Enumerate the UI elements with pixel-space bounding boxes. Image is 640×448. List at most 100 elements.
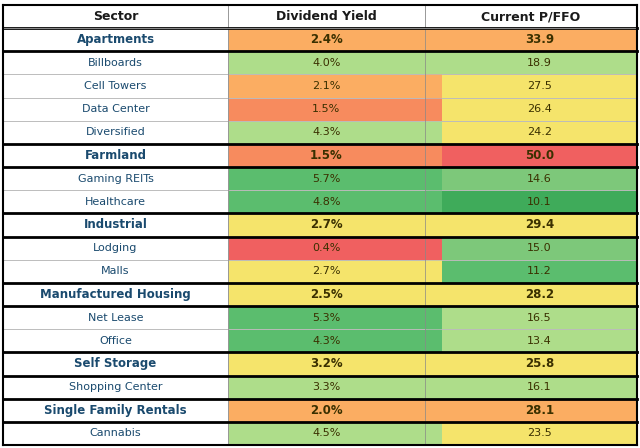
Bar: [424, 329, 442, 353]
Bar: [424, 98, 442, 121]
Bar: [424, 213, 442, 237]
Text: 33.9: 33.9: [525, 33, 554, 46]
Text: 5.7%: 5.7%: [312, 174, 340, 184]
Text: 2.1%: 2.1%: [312, 81, 340, 91]
Bar: [228, 353, 424, 375]
Text: 10.1: 10.1: [527, 197, 552, 207]
Bar: [424, 74, 637, 98]
Bar: [424, 28, 442, 52]
Bar: [424, 28, 637, 52]
Bar: [424, 375, 637, 399]
Bar: [424, 353, 442, 375]
Text: 3.2%: 3.2%: [310, 358, 342, 370]
Text: 2.7%: 2.7%: [312, 266, 340, 276]
Bar: [228, 283, 424, 306]
Bar: [424, 306, 637, 329]
Bar: [3, 329, 228, 353]
Bar: [424, 74, 442, 98]
Text: Sector: Sector: [93, 10, 138, 23]
Bar: [3, 190, 228, 213]
Bar: [424, 306, 442, 329]
Text: 28.2: 28.2: [525, 288, 554, 301]
Bar: [424, 190, 637, 213]
Bar: [3, 283, 228, 306]
Bar: [3, 5, 228, 28]
Bar: [228, 237, 424, 260]
Text: 15.0: 15.0: [527, 243, 552, 253]
Text: 13.4: 13.4: [527, 336, 552, 346]
Text: Shopping Center: Shopping Center: [68, 382, 163, 392]
Bar: [228, 144, 424, 167]
Text: Office: Office: [99, 336, 132, 346]
Bar: [424, 399, 442, 422]
Text: Farmland: Farmland: [84, 149, 147, 162]
Text: Single Family Rentals: Single Family Rentals: [44, 404, 187, 417]
Bar: [424, 213, 637, 237]
Bar: [424, 121, 442, 144]
Bar: [228, 190, 424, 213]
Bar: [424, 167, 442, 190]
Text: 4.3%: 4.3%: [312, 127, 340, 138]
Text: Dividend Yield: Dividend Yield: [276, 10, 377, 23]
Bar: [424, 98, 637, 121]
Text: 27.5: 27.5: [527, 81, 552, 91]
Text: 2.7%: 2.7%: [310, 219, 342, 232]
Text: 18.9: 18.9: [527, 58, 552, 68]
Bar: [424, 190, 442, 213]
Text: 1.5%: 1.5%: [312, 104, 340, 114]
Text: 3.3%: 3.3%: [312, 382, 340, 392]
Bar: [3, 353, 228, 375]
Bar: [424, 375, 442, 399]
Bar: [424, 167, 637, 190]
Text: Self Storage: Self Storage: [74, 358, 157, 370]
Text: Cell Towers: Cell Towers: [84, 81, 147, 91]
Bar: [424, 237, 442, 260]
Bar: [424, 121, 637, 144]
Text: 4.3%: 4.3%: [312, 336, 340, 346]
Bar: [228, 306, 424, 329]
Text: 25.8: 25.8: [525, 358, 554, 370]
Bar: [424, 283, 637, 306]
Text: 4.8%: 4.8%: [312, 197, 340, 207]
Bar: [228, 74, 424, 98]
Bar: [424, 52, 637, 74]
Text: Cannabis: Cannabis: [90, 428, 141, 439]
Text: Billboards: Billboards: [88, 58, 143, 68]
Text: Apartments: Apartments: [76, 33, 155, 46]
Text: 4.5%: 4.5%: [312, 428, 340, 439]
Text: Diversified: Diversified: [86, 127, 145, 138]
Bar: [3, 213, 228, 237]
Bar: [3, 144, 228, 167]
Text: 0.4%: 0.4%: [312, 243, 340, 253]
Text: 11.2: 11.2: [527, 266, 552, 276]
Text: 5.3%: 5.3%: [312, 313, 340, 323]
Bar: [3, 167, 228, 190]
Bar: [424, 52, 442, 74]
Bar: [228, 260, 424, 283]
Text: 2.5%: 2.5%: [310, 288, 342, 301]
Bar: [228, 329, 424, 353]
Bar: [424, 144, 442, 167]
Text: Net Lease: Net Lease: [88, 313, 143, 323]
Bar: [424, 237, 637, 260]
Text: 16.5: 16.5: [527, 313, 552, 323]
Bar: [424, 329, 637, 353]
Text: 23.5: 23.5: [527, 428, 552, 439]
Bar: [3, 399, 228, 422]
Bar: [3, 28, 228, 52]
Bar: [228, 399, 424, 422]
Text: Lodging: Lodging: [93, 243, 138, 253]
Bar: [228, 213, 424, 237]
Text: 2.0%: 2.0%: [310, 404, 342, 417]
Bar: [228, 121, 424, 144]
Text: 24.2: 24.2: [527, 127, 552, 138]
Bar: [3, 260, 228, 283]
Bar: [424, 5, 637, 28]
Bar: [228, 52, 424, 74]
Text: Current P/FFO: Current P/FFO: [481, 10, 580, 23]
Bar: [3, 375, 228, 399]
Bar: [3, 306, 228, 329]
Text: 2.4%: 2.4%: [310, 33, 342, 46]
Text: 14.6: 14.6: [527, 174, 552, 184]
Bar: [3, 52, 228, 74]
